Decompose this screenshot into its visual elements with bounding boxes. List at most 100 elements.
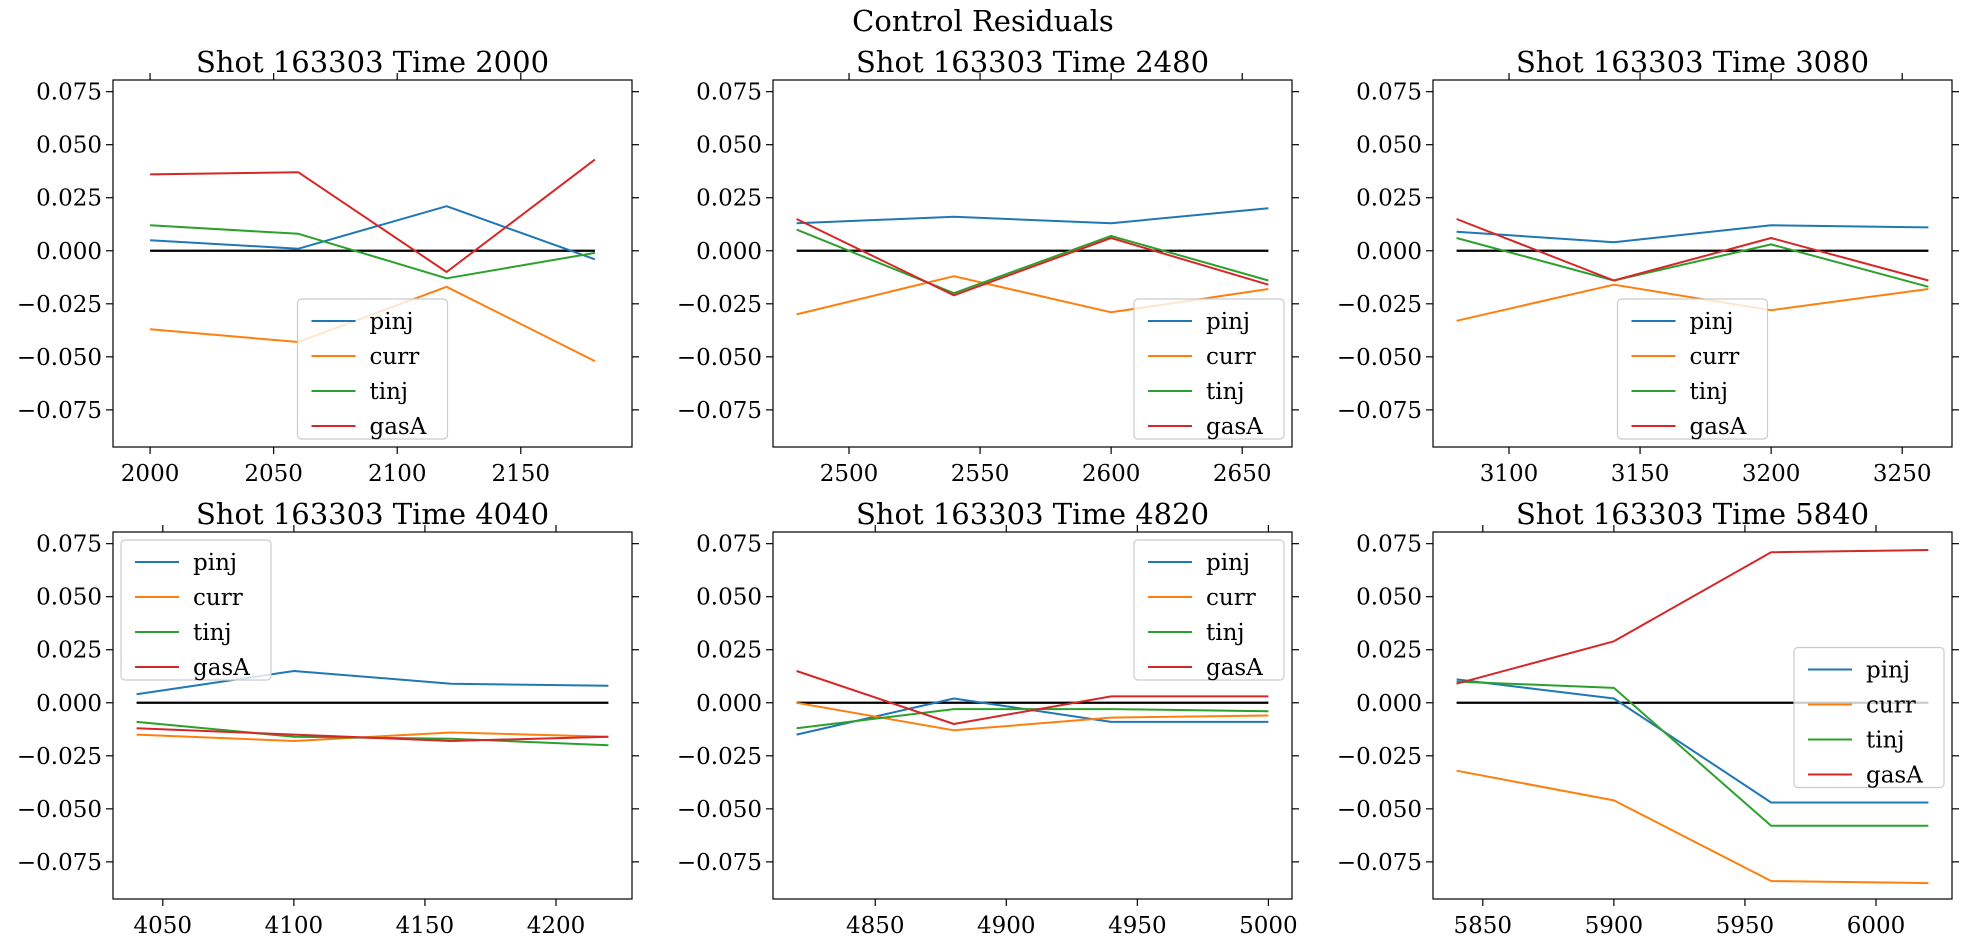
y-tick-label: −0.025 [17,744,102,770]
axes-frame [1432,531,1953,900]
series-line-gasA [1456,218,1929,282]
y-tick-label: −0.050 [1337,797,1422,823]
x-tick-label: 3100 [1480,461,1539,487]
y-tick-label: −0.025 [677,744,762,770]
y-tick-label: −0.075 [1337,398,1422,424]
subplot-title: Shot 163303 Time 2000 [196,45,549,79]
series-line-tinj [796,708,1269,730]
y-tick-label: 0.025 [696,186,762,212]
y-tick-label: −0.050 [1337,345,1422,371]
axes-frame [112,531,633,900]
legend: pinj curr tinj gasA [1133,298,1285,440]
y-tick-label: −0.025 [677,292,762,318]
subplot-6: Shot 163303 Time 5840 −0.075 −0.050 −0.025 0… [1337,497,1959,939]
series-line-gasA [796,670,1269,725]
legend-box [296,298,449,440]
series-line-tinj [1456,680,1929,827]
y-tick-label: −0.025 [17,292,102,318]
x-tick-label: 5850 [1454,913,1513,939]
y-tick-label: −0.075 [677,850,762,876]
y-tick-label: 0.000 [696,691,762,717]
y-tick-label: −0.025 [1337,744,1422,770]
legend-label-curr: curr [1690,344,1740,370]
x-tick-label: 2100 [368,461,427,487]
subplot-2: Shot 163303 Time 2480 −0.075 −0.050 −0.025 0… [677,45,1299,487]
legend-label-curr: curr [1206,344,1256,370]
y-tick-label: 0.025 [696,638,762,664]
y-tick-label: 0.050 [696,585,762,611]
series-line-tinj [136,720,609,747]
legend-box [1133,298,1285,440]
y-tick-label: 0.025 [36,186,102,212]
y-tick-label: −0.025 [1337,292,1422,318]
x-tick-label: 2050 [244,461,303,487]
subplot-4: Shot 163303 Time 4040 −0.075 −0.050 −0.025 0… [17,497,639,939]
legend-label-gasA: gasA [1866,763,1923,789]
y-tick-label: 0.075 [36,532,102,558]
y-tick-label: 0.050 [36,133,102,159]
legend-label-tinj: tinj [1690,379,1729,405]
series-line-pinj [1456,678,1929,804]
subplot-5: Shot 163303 Time 4820 −0.075 −0.050 −0.025 0… [677,497,1299,939]
y-tick-label: 0.000 [696,239,762,265]
series-line-curr [796,701,1269,732]
legend-label-gasA: gasA [1690,414,1747,440]
subplot-title: Shot 163303 Time 4820 [856,497,1209,531]
legend-label-tinj: tinj [1866,728,1905,754]
x-tick-label: 5950 [1716,913,1775,939]
legend-label-pinj: pinj [1690,309,1734,335]
legend-label-curr: curr [1866,693,1916,719]
legend-label-gasA: gasA [1206,655,1263,681]
series-line-gasA [136,727,609,742]
y-tick-label: −0.075 [17,398,102,424]
series-line-tinj [1456,237,1929,288]
y-tick-label: −0.050 [17,797,102,823]
x-tick-label: 2650 [1213,461,1272,487]
axes-frame [112,79,633,448]
legend: pinj curr tinj gasA [1793,646,1945,789]
legend-label-curr: curr [193,585,243,611]
x-tick-label: 3250 [1873,461,1932,487]
legend: pinj curr tinj gasA [1616,298,1769,440]
legend-label-pinj: pinj [193,550,237,576]
x-tick-label: 3150 [1611,461,1670,487]
subplot-1: Shot 163303 Time 2000 −0.075 −0.050 −0.025 0… [17,45,639,487]
x-tick-label: 4150 [396,913,455,939]
x-tick-label: 4950 [1108,913,1167,939]
x-tick-label: 6000 [1847,913,1906,939]
legend-label-curr: curr [370,344,420,370]
series-line-pinj [150,205,596,261]
series-line-pinj [1456,224,1929,244]
legend-box [1133,539,1285,681]
y-tick-label: 0.000 [1356,239,1422,265]
series-line-tinj [796,228,1269,295]
y-tick-label: 0.000 [36,239,102,265]
x-tick-label: 5000 [1239,913,1298,939]
y-tick-label: −0.050 [677,345,762,371]
x-tick-label: 2600 [1082,461,1141,487]
y-tick-label: −0.050 [677,797,762,823]
x-tick-label: 2500 [820,461,879,487]
legend-label-curr: curr [1206,585,1256,611]
legend-label-tinj: tinj [370,379,409,405]
y-tick-label: 0.075 [696,532,762,558]
x-tick-label: 4100 [265,913,324,939]
legend-label-tinj: tinj [1206,620,1245,646]
legend-box [1616,298,1769,440]
y-tick-label: 0.050 [696,133,762,159]
x-tick-label: 2550 [951,461,1010,487]
legend-box [1793,646,1945,789]
x-tick-label: 2150 [492,461,551,487]
legend-label-pinj: pinj [1866,658,1910,684]
y-tick-label: 0.075 [1356,80,1422,106]
y-tick-label: 0.075 [1356,532,1422,558]
legend: pinj curr tinj gasA [120,539,272,681]
legend-label-gasA: gasA [193,655,250,681]
x-tick-label: 4900 [977,913,1036,939]
axes-frame [1432,79,1953,448]
x-tick-label: 5900 [1585,913,1644,939]
x-tick-label: 2000 [121,461,180,487]
subplot-3: Shot 163303 Time 3080 −0.075 −0.050 −0.025 0… [1337,45,1959,487]
series-line-pinj [796,207,1269,225]
